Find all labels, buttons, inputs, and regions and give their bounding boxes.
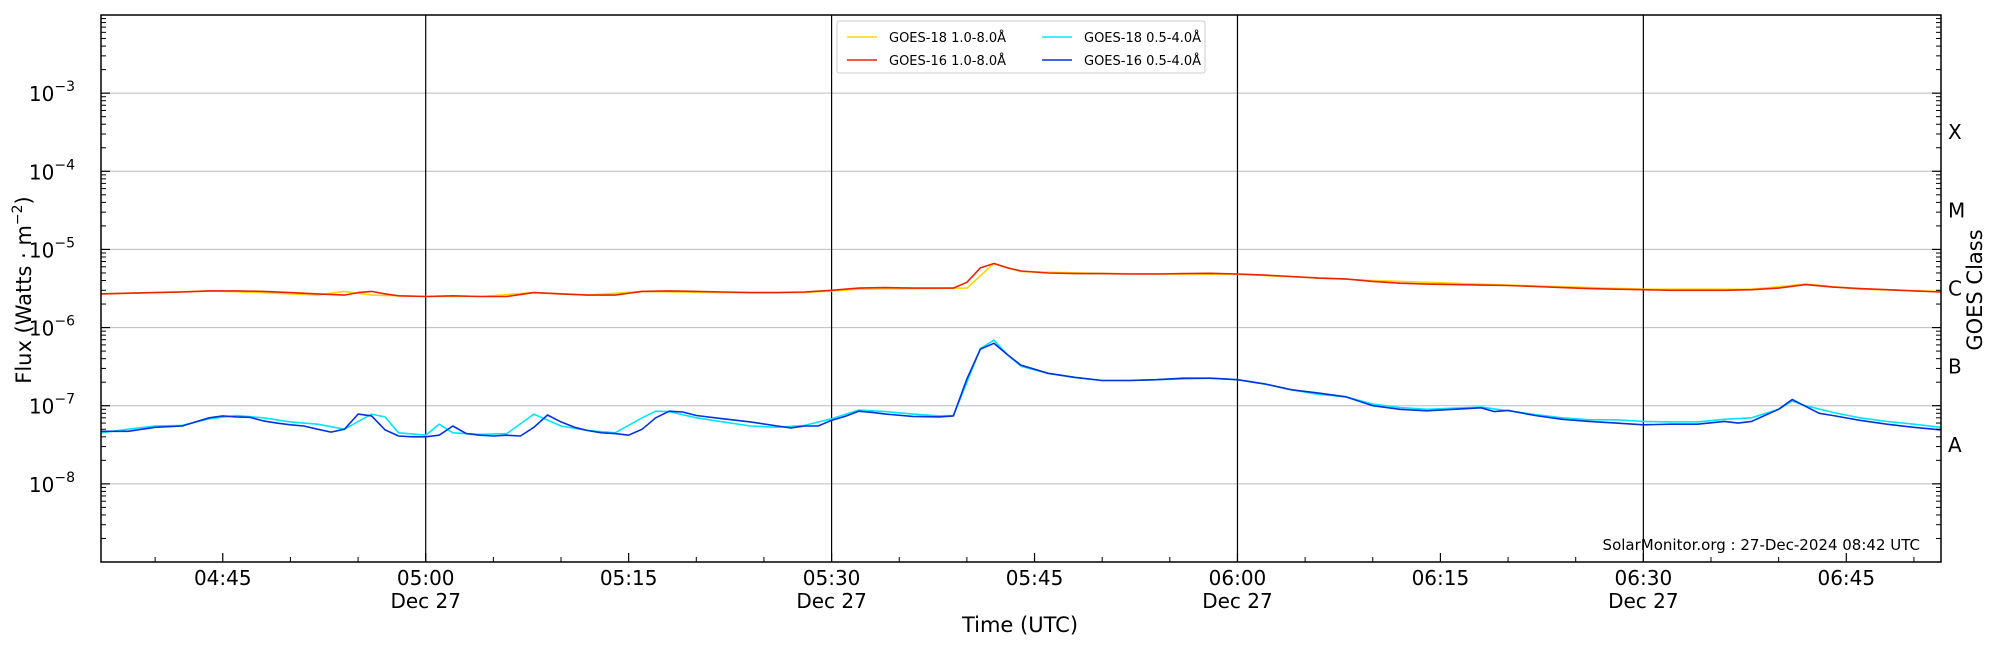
goes-class-labels: A B C M X bbox=[1948, 120, 1965, 457]
y-tick-mantissa: 10 bbox=[29, 473, 54, 497]
legend-items: GOES-18 1.0-8.0Å GOES-16 1.0-8.0Å GOES-18 … bbox=[847, 30, 1201, 69]
goes-class-label: B bbox=[1948, 355, 1962, 379]
y-axis-title-main: Flux (Watts · m bbox=[12, 225, 36, 384]
goes-class-label: C bbox=[1948, 277, 1962, 301]
grid-layer bbox=[101, 92, 1941, 485]
y-tick-label: 10−7 bbox=[29, 392, 75, 419]
x-tick-date-label: Dec 27 bbox=[390, 589, 461, 613]
y-tick-mantissa: 10 bbox=[29, 317, 54, 341]
watermark: SolarMonitor.org : 27-Dec-2024 08:42 UTC bbox=[1603, 536, 1920, 554]
plot-frame bbox=[100, 14, 1942, 563]
goes-class-label: X bbox=[1948, 120, 1962, 144]
x-tick-label: 05:45 bbox=[1006, 566, 1064, 590]
legend-box bbox=[836, 20, 1206, 74]
x-tick-label: 05:00 bbox=[397, 566, 455, 590]
series-line bbox=[100, 262, 1942, 298]
x-tick-label: 05:30 bbox=[803, 566, 861, 590]
y-tick-exponent: −5 bbox=[54, 235, 75, 251]
date-separator-lines bbox=[425, 15, 1644, 562]
x-tick-label: 06:15 bbox=[1412, 566, 1470, 590]
y-tick-mantissa: 10 bbox=[29, 82, 54, 106]
y-tick-exponent: −6 bbox=[54, 314, 75, 330]
y-tick-label: 10−5 bbox=[29, 235, 75, 262]
legend: GOES-18 1.0-8.0Å GOES-16 1.0-8.0Å GOES-18 … bbox=[836, 20, 1206, 74]
y-tick-label: 10−4 bbox=[29, 157, 75, 184]
x-tick-date-label: Dec 27 bbox=[1202, 589, 1273, 613]
y-tick-exponent: −7 bbox=[54, 392, 75, 408]
y-tick-mantissa: 10 bbox=[29, 395, 54, 419]
y-axis-title-superscript: −2 bbox=[10, 204, 26, 225]
x-tick-date-label: Dec 27 bbox=[1608, 589, 1679, 613]
x-tick-date-label: Dec 27 bbox=[796, 589, 867, 613]
y-tick-exponent: −4 bbox=[54, 157, 75, 173]
secondary-y-axis-title: GOES Class bbox=[1963, 229, 1987, 350]
x-axis-title: Time (UTC) bbox=[961, 613, 1078, 637]
y-tick-exponent: −3 bbox=[54, 79, 75, 95]
y-tick-label: 10−8 bbox=[29, 470, 75, 497]
x-tick-label: 06:00 bbox=[1209, 566, 1267, 590]
series-layer bbox=[100, 262, 1942, 438]
y-tick-label: 10−3 bbox=[29, 79, 75, 106]
y-axis-title: Flux (Watts · m−2) bbox=[10, 196, 36, 384]
series-line bbox=[101, 342, 1942, 438]
x-tick-label: 06:45 bbox=[1817, 566, 1875, 590]
legend-label: GOES-18 1.0-8.0Å bbox=[889, 30, 1006, 46]
legend-label: GOES-16 1.0-8.0Å bbox=[889, 53, 1006, 69]
y-axis-ticks: 10−810−710−610−510−410−3 bbox=[29, 18, 1941, 539]
goes-class-label: M bbox=[1948, 198, 1965, 222]
x-tick-label: 05:15 bbox=[600, 566, 658, 590]
legend-label: GOES-16 0.5-4.0Å bbox=[1084, 53, 1201, 69]
y-tick-mantissa: 10 bbox=[29, 238, 54, 262]
y-tick-exponent: −8 bbox=[54, 470, 75, 486]
x-tick-label: 06:30 bbox=[1615, 566, 1673, 590]
y-tick-label: 10−6 bbox=[29, 314, 75, 341]
legend-label: GOES-18 0.5-4.0Å bbox=[1084, 30, 1201, 46]
y-tick-mantissa: 10 bbox=[29, 160, 54, 184]
goes-class-label: A bbox=[1948, 433, 1962, 457]
series-line bbox=[100, 339, 1942, 437]
series-line bbox=[100, 262, 1942, 298]
x-tick-label: 04:45 bbox=[194, 566, 252, 590]
y-axis-title-close: ) bbox=[12, 196, 36, 204]
